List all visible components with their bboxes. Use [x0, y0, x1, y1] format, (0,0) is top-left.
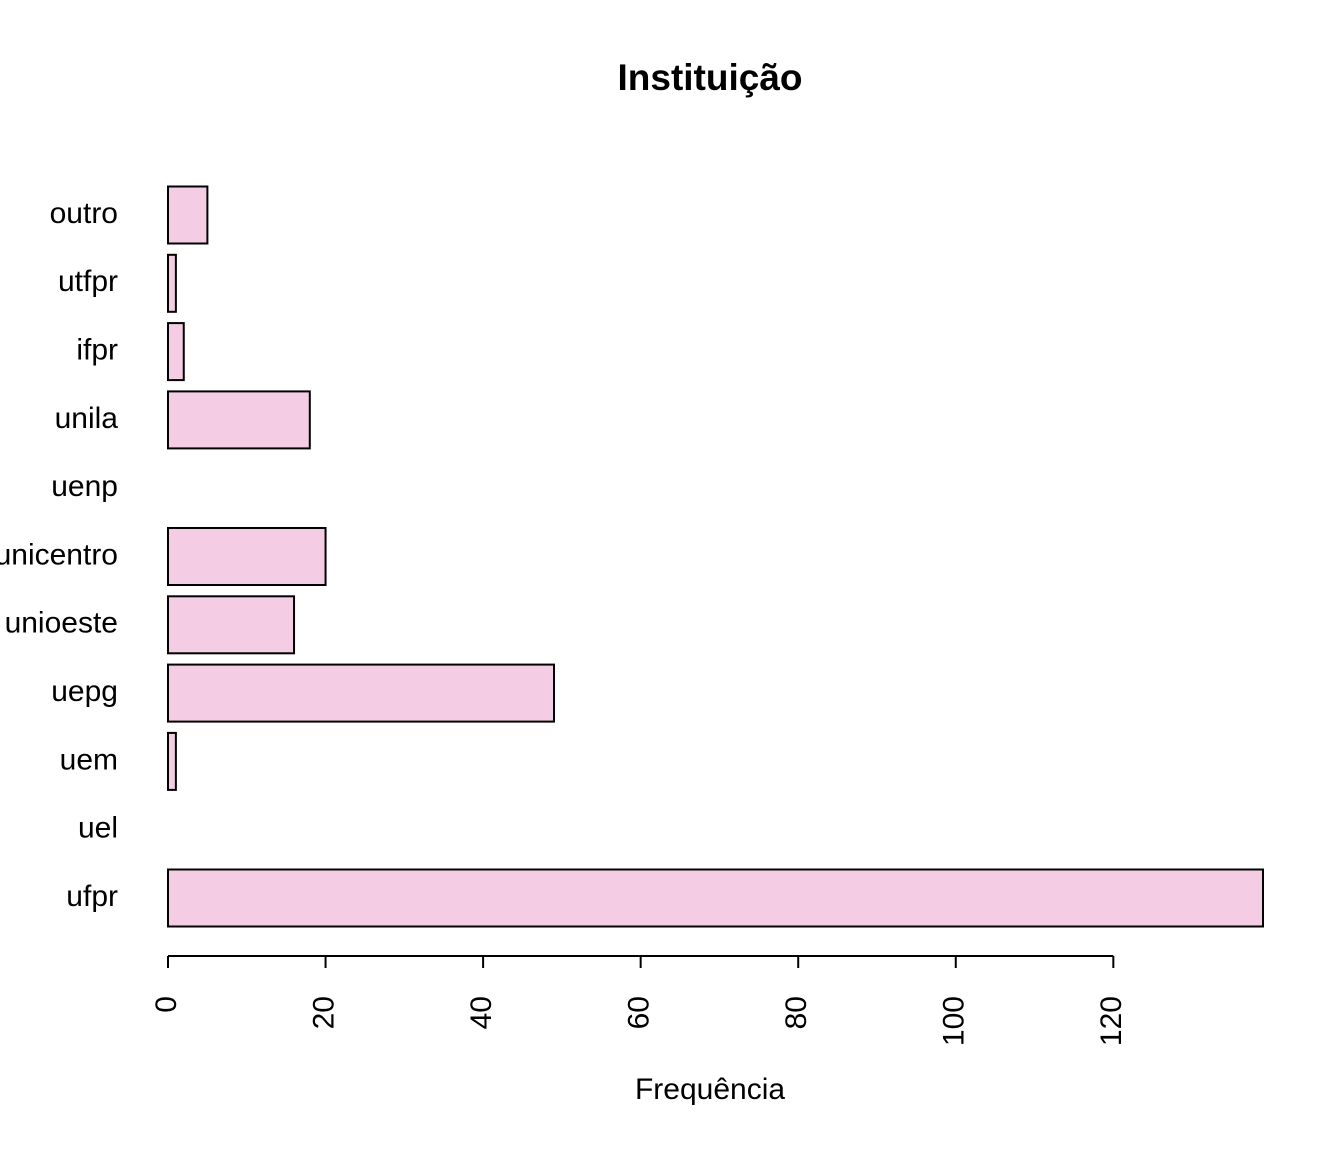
y-tick-label: unioeste	[5, 607, 118, 640]
y-tick-label: ufpr	[66, 880, 118, 913]
y-tick-label: uenp	[51, 470, 118, 503]
x-tick-label: 0	[150, 996, 183, 1013]
y-tick-label: uel	[78, 812, 118, 845]
x-axis-label: Frequência	[635, 1073, 785, 1106]
x-tick-label: 20	[307, 996, 340, 1029]
y-tick-label: utfpr	[58, 265, 118, 298]
bar	[167, 527, 327, 586]
bar	[167, 868, 1264, 928]
x-tick-label: 40	[465, 996, 498, 1029]
y-tick-label: outro	[50, 197, 118, 230]
bar	[167, 595, 296, 655]
x-tick-label: 80	[780, 996, 813, 1029]
x-tick-label: 120	[1095, 996, 1128, 1046]
bar	[167, 663, 556, 723]
bar	[167, 253, 177, 313]
bar	[167, 390, 311, 450]
bar	[167, 731, 177, 791]
chart-title: Instituição	[617, 57, 802, 98]
y-tick-label: ifpr	[76, 334, 118, 367]
bar	[167, 185, 209, 245]
y-tick-label: unicentro	[0, 538, 118, 571]
x-tick-label: 100	[938, 996, 971, 1046]
bar	[167, 322, 185, 382]
x-tick-label: 60	[623, 996, 656, 1029]
y-tick-label: uepg	[51, 675, 118, 708]
y-tick-label: unila	[55, 402, 119, 435]
y-tick-label: uem	[60, 743, 118, 776]
